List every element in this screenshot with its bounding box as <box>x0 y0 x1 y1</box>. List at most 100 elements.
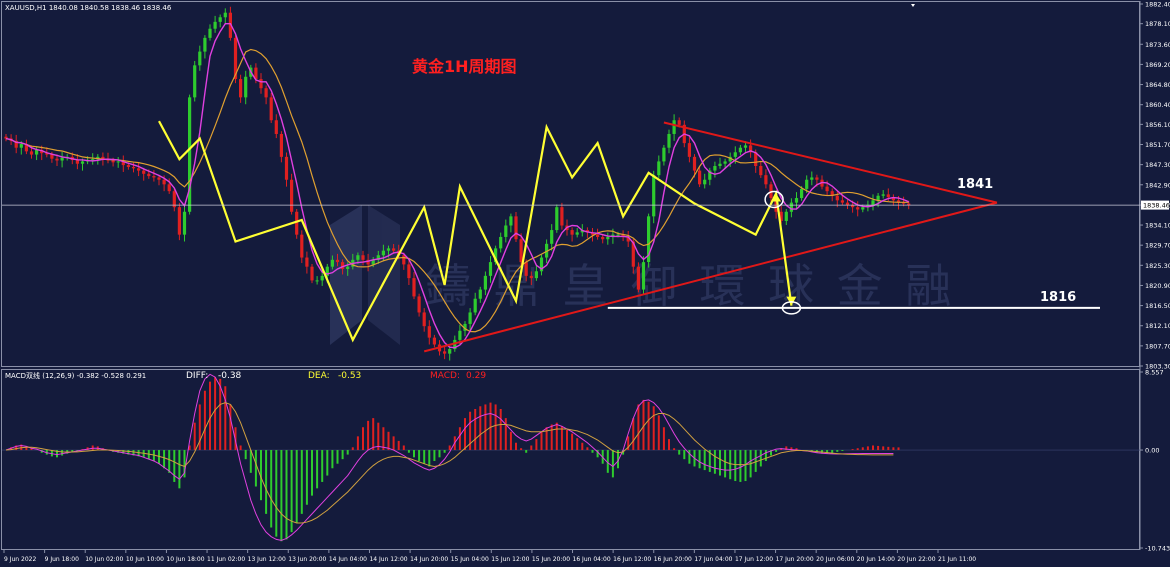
candle-body <box>29 151 34 155</box>
candle-body <box>483 275 487 290</box>
candle-body <box>830 191 834 196</box>
resistance-circle <box>764 190 784 209</box>
candle-body <box>764 175 768 185</box>
price-tick-label: 1842.90 <box>1145 181 1170 189</box>
candle-body <box>126 165 130 167</box>
candle-body <box>188 97 192 212</box>
time-tick-label: 21 Jun 11:00 <box>938 556 976 563</box>
candle-body <box>738 147 742 153</box>
candle-body <box>596 234 600 237</box>
price-tick-label: 1869.20 <box>1145 61 1170 69</box>
scroll-marker-icon[interactable] <box>911 4 915 7</box>
arrow-up-icon <box>771 193 782 202</box>
candle-body <box>45 153 49 155</box>
price-tick-label: 1856.10 <box>1145 121 1170 129</box>
candle-body <box>432 337 436 345</box>
time-tick-label: 14 Jun 20:00 <box>410 556 448 563</box>
candle-body <box>794 198 799 203</box>
candle-body <box>198 51 202 66</box>
candle-body <box>50 154 54 159</box>
price-tick-label: 1864.80 <box>1145 81 1170 89</box>
ma-slow-line <box>5 48 909 333</box>
candle-body <box>412 278 416 297</box>
macd-tick-label: -10.743 <box>1145 545 1170 553</box>
candle-body <box>626 236 630 242</box>
candle-body <box>784 211 788 221</box>
support-label: 1816 <box>1040 290 1076 305</box>
candle-body <box>269 97 273 121</box>
time-tick-label: 14 Jun 04:00 <box>329 556 367 563</box>
resistance-label: 1841 <box>957 177 993 192</box>
candle-body <box>137 168 141 171</box>
candle-body <box>698 170 702 185</box>
candle-body <box>264 88 268 98</box>
candle-body <box>641 262 646 290</box>
candle-body <box>305 257 309 267</box>
candle-body <box>116 161 120 163</box>
candle-body <box>142 170 146 174</box>
candle-body <box>902 202 906 204</box>
candle-body <box>488 262 493 276</box>
candle-body <box>550 230 554 244</box>
candle-body <box>524 262 528 276</box>
watermark: 鑄 鼎 皇 御 環 球 金 融 <box>330 205 951 345</box>
candle-body <box>361 255 365 260</box>
candle-body <box>789 202 793 212</box>
price-tick-label: 1851.70 <box>1145 141 1170 149</box>
candle-body <box>218 17 222 22</box>
candle-body <box>157 177 161 180</box>
current-price-tag-text: 1838.46 <box>1143 201 1170 209</box>
candle-body <box>473 298 477 313</box>
candle-body <box>335 259 340 263</box>
time-tick-label: 10 Jun 10:00 <box>126 556 164 563</box>
ma-fast-line <box>5 22 909 349</box>
candle-body <box>545 243 549 258</box>
watermark-logo-left <box>330 205 362 345</box>
candle-body <box>80 161 85 164</box>
candle-body <box>295 211 299 235</box>
candle-body <box>244 76 248 98</box>
candle-body <box>366 259 370 265</box>
price-tick-label: 1812.10 <box>1145 322 1170 330</box>
candle-body <box>325 266 329 276</box>
candle-body <box>101 156 105 159</box>
candle-body <box>896 200 901 203</box>
candle-body <box>805 179 809 189</box>
triangle-upper-line <box>663 121 998 204</box>
candle-body <box>468 312 472 324</box>
candle-body <box>718 163 722 167</box>
time-tick-label: 9 Jun 18:00 <box>45 556 79 563</box>
candle-body <box>575 232 579 235</box>
diff-label: DIFF: <box>186 371 208 381</box>
candle-body <box>259 79 263 89</box>
time-tick-label: 10 Jun 18:00 <box>166 556 204 563</box>
triangle-lower-line <box>423 201 998 353</box>
candle-body <box>692 156 697 171</box>
candle-body <box>320 275 324 281</box>
macd-dea-line <box>5 402 894 524</box>
time-tick-label: 15 Jun 20:00 <box>532 556 570 563</box>
time-tick-label: 20 Jun 22:00 <box>897 556 935 563</box>
candle-body <box>371 259 375 265</box>
candle-body <box>35 149 39 155</box>
candle-body <box>239 79 243 98</box>
time-tick-label: 10 Jun 02:00 <box>85 556 123 563</box>
candle-body <box>443 351 447 354</box>
diff-value: -0.38 <box>218 371 242 381</box>
candle-body <box>539 257 544 272</box>
candle-body <box>172 191 176 208</box>
candle-body <box>835 195 839 201</box>
candle-body <box>177 207 181 235</box>
price-tick-label: 1878.10 <box>1145 20 1170 28</box>
price-tick-label: 1820.90 <box>1145 282 1170 290</box>
candle-body <box>713 166 717 171</box>
candle-body <box>407 264 411 279</box>
time-tick-label: 15 Jun 12:00 <box>491 556 529 563</box>
candle-body <box>203 37 207 52</box>
candle-body <box>759 166 763 176</box>
candle-body <box>871 200 875 205</box>
triangle-pattern <box>423 121 998 353</box>
candle-body <box>300 234 304 258</box>
